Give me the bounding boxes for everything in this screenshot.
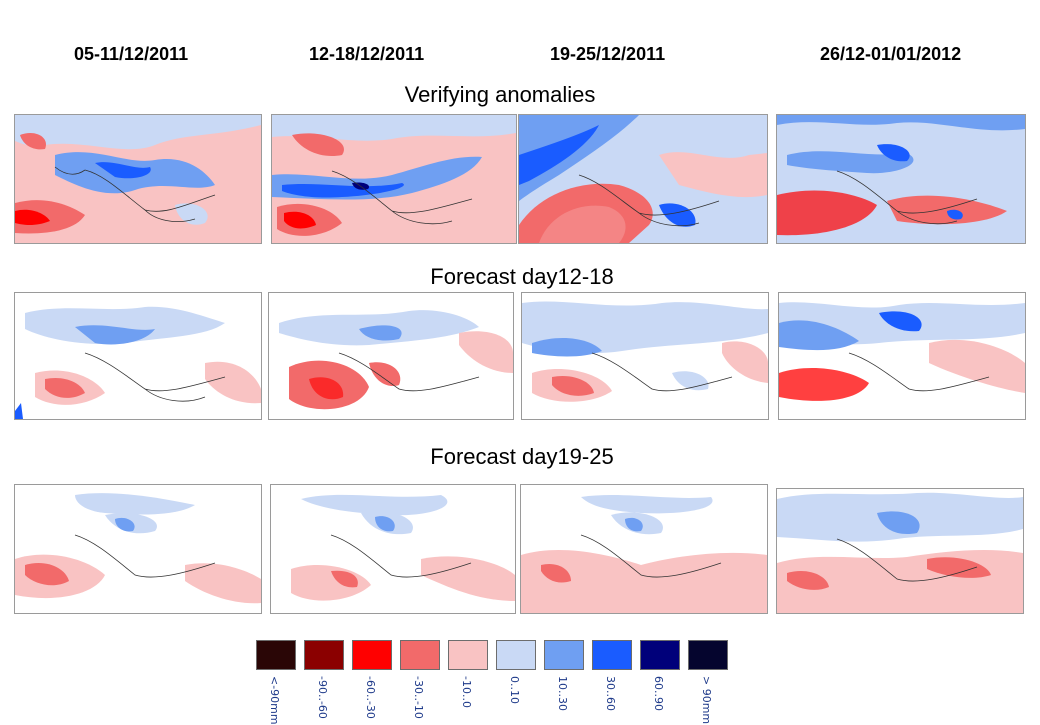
- legend-label: -90..-60: [316, 676, 329, 719]
- legend-swatch: [688, 640, 728, 670]
- map-verifying-week4: [776, 114, 1026, 244]
- legend-label: <-90mm: [268, 676, 281, 725]
- map-verifying-week2: [271, 114, 517, 244]
- map-forecast19-week1: [14, 484, 262, 614]
- row-title-forecast-12-18: Forecast day12-18: [430, 264, 614, 289]
- map-forecast12-week2: [268, 292, 514, 420]
- legend-label: 0..10: [508, 676, 521, 704]
- legend-item: 0..10: [496, 640, 536, 704]
- legend-swatch: [544, 640, 584, 670]
- map-verifying-week1: [14, 114, 262, 244]
- map-verifying-week3: [518, 114, 768, 244]
- legend-item: 10..30: [544, 640, 584, 711]
- legend-item: -30..-10: [400, 640, 440, 719]
- legend-label: -10..0: [460, 676, 473, 708]
- legend-swatch: [592, 640, 632, 670]
- legend-item: -10..0: [448, 640, 488, 708]
- map-forecast19-week3: [520, 484, 768, 614]
- row-title-verifying: Verifying anomalies: [404, 82, 596, 107]
- map-forecast12-week3: [521, 292, 769, 420]
- map-forecast12-week4: [778, 292, 1026, 420]
- column-header-3: 19-25/12/2011: [550, 44, 666, 64]
- legend-swatch: [256, 640, 296, 670]
- row-title-forecast-19-25: Forecast day19-25: [430, 444, 614, 469]
- legend-label: 60..90: [652, 676, 665, 711]
- legend-label: > 90mm: [700, 676, 713, 725]
- legend-item: 60..90: [640, 640, 680, 711]
- legend-item: <-90mm: [256, 640, 296, 725]
- column-header-1: 05-11/12/2011: [74, 44, 189, 64]
- legend-swatch: [400, 640, 440, 670]
- legend-label: 10..30: [556, 676, 569, 711]
- legend-swatch: [352, 640, 392, 670]
- legend-item: -90..-60: [304, 640, 344, 719]
- map-forecast19-week4: [776, 488, 1024, 614]
- legend-item: 30..60: [592, 640, 632, 711]
- map-forecast19-week2: [270, 484, 516, 614]
- legend-label: -30..-10: [412, 676, 425, 719]
- legend-label: -60..-30: [364, 676, 377, 719]
- map-forecast12-week1: [14, 292, 262, 420]
- legend-swatch: [496, 640, 536, 670]
- legend-swatch: [448, 640, 488, 670]
- legend-item: > 90mm: [688, 640, 728, 724]
- legend-swatch: [640, 640, 680, 670]
- legend-label: 30..60: [604, 676, 617, 711]
- column-header-4: 26/12-01/01/2012: [820, 44, 962, 64]
- column-header-2: 12-18/12/2011: [309, 44, 425, 64]
- legend-swatch: [304, 640, 344, 670]
- legend-item: -60..-30: [352, 640, 392, 719]
